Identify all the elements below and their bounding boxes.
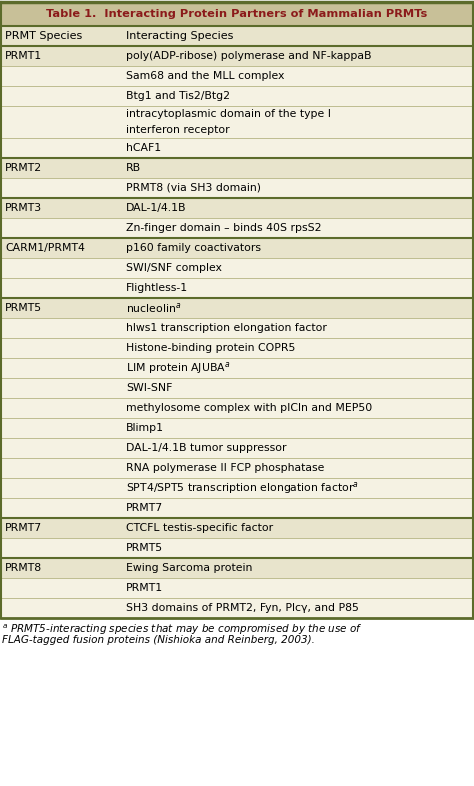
Text: CTCFL testis-specific factor: CTCFL testis-specific factor <box>126 523 273 533</box>
Bar <box>1 418 473 438</box>
Text: PRMT5: PRMT5 <box>5 303 42 313</box>
Text: interferon receptor: interferon receptor <box>126 125 229 134</box>
Bar <box>1 238 473 258</box>
Bar <box>1 86 473 106</box>
Bar <box>1 26 473 46</box>
Text: PRMT7: PRMT7 <box>126 503 163 513</box>
Bar <box>1 138 473 158</box>
Bar <box>1 518 473 538</box>
Bar <box>1 438 473 458</box>
Text: intracytoplasmic domain of the type I: intracytoplasmic domain of the type I <box>126 109 331 119</box>
Bar <box>1 178 473 198</box>
Bar <box>1 398 473 418</box>
Text: PRMT1: PRMT1 <box>5 51 42 61</box>
Bar <box>1 158 473 178</box>
Bar <box>1 358 473 378</box>
Text: PRMT Species: PRMT Species <box>5 31 82 41</box>
Bar <box>1 298 473 318</box>
Text: Table 1.  Interacting Protein Partners of Mammalian PRMTs: Table 1. Interacting Protein Partners of… <box>46 9 428 19</box>
Text: Ewing Sarcoma protein: Ewing Sarcoma protein <box>126 563 252 573</box>
Text: RNA polymerase II FCP phosphatase: RNA polymerase II FCP phosphatase <box>126 463 324 473</box>
Text: PRMT8 (via SH3 domain): PRMT8 (via SH3 domain) <box>126 183 261 193</box>
Text: methylosome complex with pICln and MEP50: methylosome complex with pICln and MEP50 <box>126 403 372 413</box>
Bar <box>1 478 473 498</box>
Text: hlws1 transcription elongation factor: hlws1 transcription elongation factor <box>126 323 327 333</box>
Text: PRMT3: PRMT3 <box>5 203 42 213</box>
Text: Btg1 and Tis2/Btg2: Btg1 and Tis2/Btg2 <box>126 91 230 101</box>
Bar <box>1 458 473 478</box>
Bar <box>1 338 473 358</box>
Bar <box>1 378 473 398</box>
Bar <box>1 318 473 338</box>
Text: FLAG-tagged fusion proteins (Nishioka and Reinberg, 2003).: FLAG-tagged fusion proteins (Nishioka an… <box>2 635 315 645</box>
Text: SPT4/SPT5 transcription elongation factor$^a$: SPT4/SPT5 transcription elongation facto… <box>126 480 359 496</box>
Text: PRMT7: PRMT7 <box>5 523 42 533</box>
Text: RB: RB <box>126 163 141 173</box>
Text: Interacting Species: Interacting Species <box>126 31 233 41</box>
Text: PRMT2: PRMT2 <box>5 163 42 173</box>
Bar <box>1 46 473 66</box>
Text: SWI-SNF: SWI-SNF <box>126 383 173 393</box>
Bar <box>1 106 473 138</box>
Text: hCAF1: hCAF1 <box>126 143 161 153</box>
Bar <box>1 578 473 598</box>
Bar <box>1 66 473 86</box>
Bar <box>1 2 473 26</box>
Text: SH3 domains of PRMT2, Fyn, Plcγ, and P85: SH3 domains of PRMT2, Fyn, Plcγ, and P85 <box>126 603 359 613</box>
Text: Histone-binding protein COPR5: Histone-binding protein COPR5 <box>126 343 295 353</box>
Bar <box>1 538 473 558</box>
Bar <box>1 198 473 218</box>
Bar <box>1 258 473 278</box>
Bar <box>1 498 473 518</box>
Bar <box>1 598 473 618</box>
Bar <box>1 278 473 298</box>
Text: Flightless-1: Flightless-1 <box>126 283 188 293</box>
Text: DAL-1/4.1B tumor suppressor: DAL-1/4.1B tumor suppressor <box>126 443 286 453</box>
Text: p160 family coactivators: p160 family coactivators <box>126 243 261 253</box>
Text: CARM1/PRMT4: CARM1/PRMT4 <box>5 243 85 253</box>
Bar <box>1 218 473 238</box>
Text: nucleolin$^a$: nucleolin$^a$ <box>126 301 182 315</box>
Text: poly(ADP-ribose) polymerase and NF-kappaB: poly(ADP-ribose) polymerase and NF-kappa… <box>126 51 372 61</box>
Text: $^a$ PRMT5-interacting species that may be compromised by the use of: $^a$ PRMT5-interacting species that may … <box>2 623 363 637</box>
Text: LIM protein AJUBA$^a$: LIM protein AJUBA$^a$ <box>126 360 230 376</box>
Text: Blimp1: Blimp1 <box>126 423 164 433</box>
Text: Zn-finger domain – binds 40S rpsS2: Zn-finger domain – binds 40S rpsS2 <box>126 223 321 233</box>
Text: SWI/SNF complex: SWI/SNF complex <box>126 263 222 273</box>
Text: Sam68 and the MLL complex: Sam68 and the MLL complex <box>126 71 284 81</box>
Text: PRMT1: PRMT1 <box>126 583 163 593</box>
Text: PRMT5: PRMT5 <box>126 543 163 553</box>
Text: DAL-1/4.1B: DAL-1/4.1B <box>126 203 186 213</box>
Bar <box>1 558 473 578</box>
Text: PRMT8: PRMT8 <box>5 563 42 573</box>
